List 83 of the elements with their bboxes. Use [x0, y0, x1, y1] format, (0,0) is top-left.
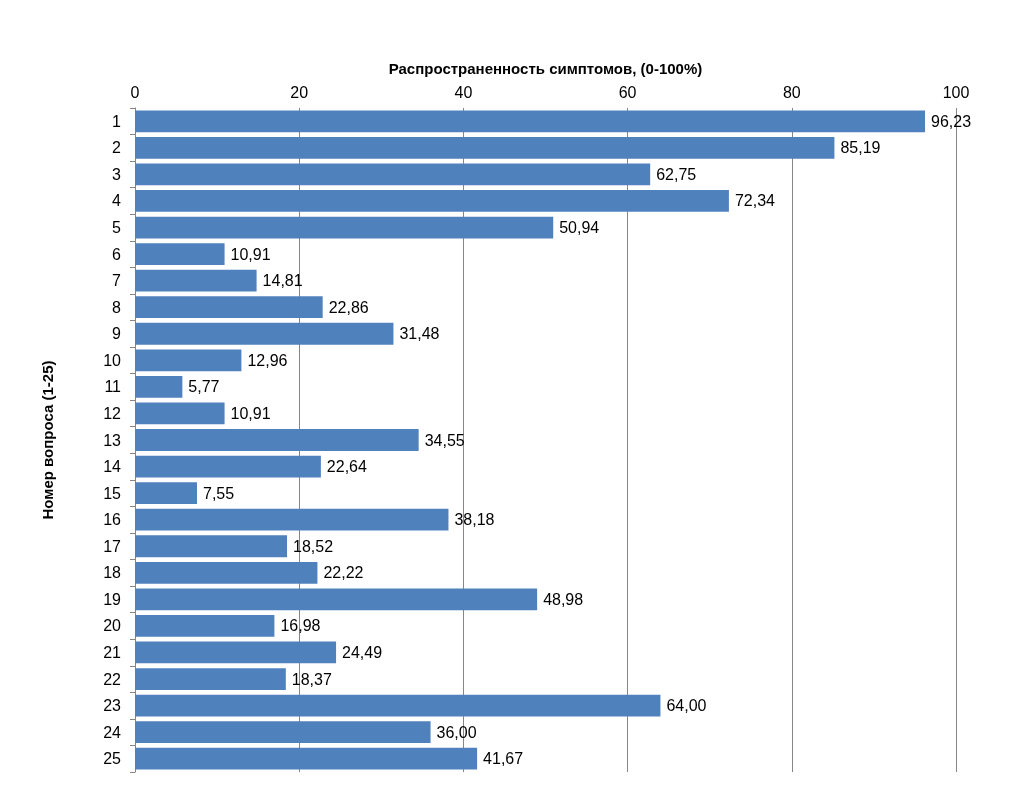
- data-label: 64,00: [666, 697, 707, 715]
- y-tick-label: 2: [112, 139, 122, 157]
- bar: [135, 429, 419, 451]
- data-label: 50,94: [559, 219, 600, 237]
- data-label: 5,77: [188, 378, 220, 396]
- data-label: 22,22: [323, 564, 364, 582]
- y-tick-label: 6: [112, 245, 122, 263]
- bar: [135, 535, 288, 558]
- data-label: 96,23: [931, 112, 972, 130]
- bar: [135, 402, 225, 425]
- x-axis-title: Распространенность симптомов, (0-100%): [388, 60, 703, 77]
- data-label: 24,49: [342, 643, 383, 661]
- bar: [135, 455, 321, 478]
- y-tick-label: 9: [112, 325, 122, 343]
- y-axis-title: Номер вопроса (1-25): [39, 360, 56, 520]
- data-label: 18,37: [291, 670, 332, 688]
- data-label: 34,55: [424, 431, 465, 449]
- x-tick-label: 0: [130, 83, 140, 101]
- y-tick-label: 15: [103, 484, 122, 502]
- data-label: 62,75: [656, 165, 697, 183]
- bar: [135, 561, 318, 584]
- y-tick-label: 20: [103, 617, 122, 635]
- y-tick-label: 1: [112, 112, 122, 130]
- y-tick-label: 8: [112, 298, 122, 316]
- y-tick-label: 14: [103, 458, 122, 476]
- x-tick-label: 100: [942, 83, 970, 101]
- y-tick-label: 11: [104, 378, 122, 396]
- data-label: 31,48: [399, 325, 440, 343]
- data-label: 85,19: [840, 139, 881, 157]
- bar: [135, 721, 431, 744]
- bar: [135, 747, 478, 770]
- bar: [135, 216, 554, 239]
- data-label: 10,91: [230, 245, 271, 263]
- bar: [135, 482, 197, 505]
- bar: [135, 269, 257, 292]
- y-tick-label: 19: [103, 590, 122, 608]
- data-label: 18,52: [293, 537, 334, 555]
- x-tick-label: 20: [290, 83, 309, 101]
- bar: [135, 349, 242, 372]
- y-tick-label: 22: [103, 670, 122, 688]
- data-label: 36,00: [436, 723, 477, 741]
- data-label: 38,18: [454, 511, 495, 529]
- x-tick-label: 60: [618, 83, 637, 101]
- y-tick-label: 17: [103, 537, 122, 555]
- data-label: 72,34: [734, 192, 776, 210]
- x-tick-label: 80: [782, 83, 801, 101]
- data-label: 12,96: [247, 351, 288, 369]
- bar: [135, 110, 926, 133]
- bar: [135, 615, 275, 637]
- y-tick-label: 10: [103, 351, 122, 369]
- y-tick-label: 25: [103, 750, 122, 768]
- data-label: 10,91: [230, 404, 271, 422]
- y-tick-label: 13: [103, 431, 122, 449]
- x-tick-label: 40: [454, 83, 473, 101]
- bar: [135, 190, 729, 212]
- bar: [135, 322, 394, 345]
- bar: [135, 668, 286, 690]
- data-label: 22,64: [326, 458, 368, 476]
- data-label: 41,67: [483, 750, 524, 768]
- bar: [135, 163, 651, 186]
- y-tick-label: 18: [103, 564, 122, 582]
- bar: [135, 588, 538, 611]
- y-tick-label: 7: [112, 272, 122, 290]
- bar: [135, 694, 661, 717]
- y-tick-label: 21: [103, 643, 122, 661]
- bar: [135, 508, 449, 531]
- y-tick-label: 3: [112, 165, 122, 183]
- bar: [135, 296, 323, 319]
- data-label: 16,98: [280, 617, 321, 635]
- data-label: 14,81: [262, 272, 303, 290]
- y-tick-label: 12: [103, 404, 122, 422]
- bar: [135, 243, 225, 265]
- data-label: 22,86: [328, 298, 369, 316]
- data-label: 7,55: [202, 484, 235, 502]
- data-label: 48,98: [543, 590, 584, 608]
- bar: [135, 641, 337, 664]
- y-tick-label: 23: [103, 697, 122, 715]
- y-tick-label: 4: [112, 192, 122, 210]
- y-tick-label: 5: [112, 219, 122, 237]
- bar: [135, 375, 183, 398]
- y-tick-label: 24: [103, 723, 122, 741]
- bar: [135, 136, 835, 159]
- y-tick-label: 16: [103, 511, 122, 529]
